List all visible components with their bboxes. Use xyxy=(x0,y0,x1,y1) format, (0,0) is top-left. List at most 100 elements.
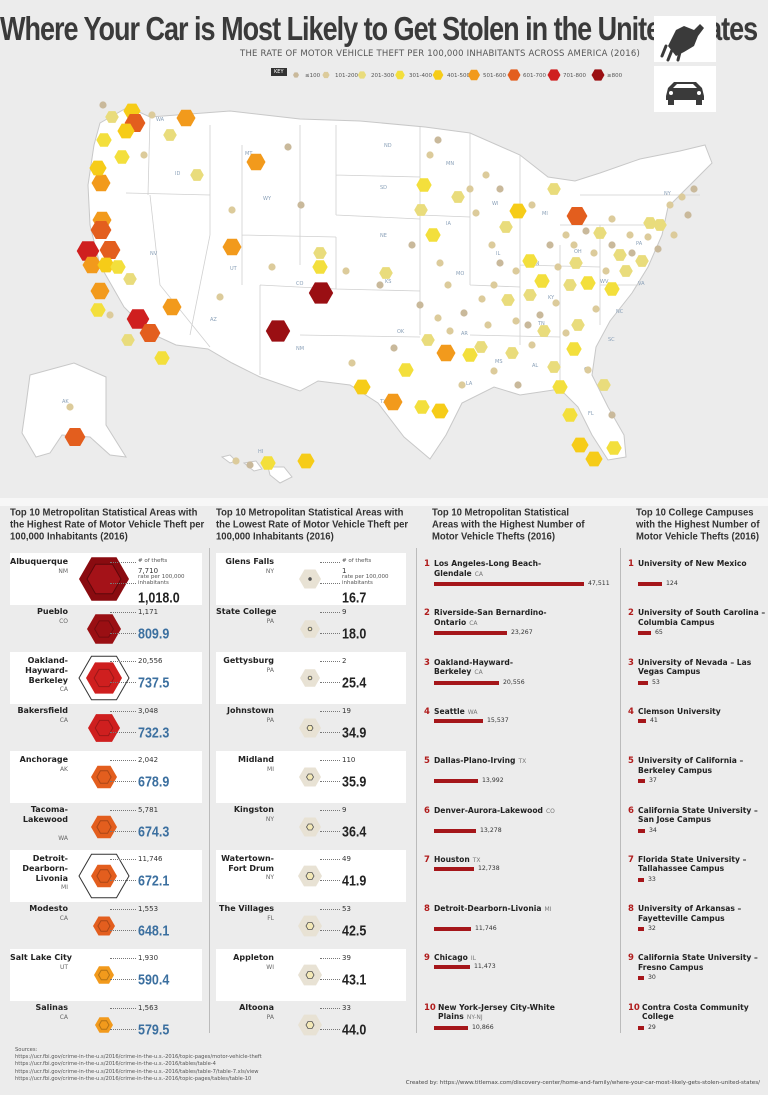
theft-count: 9 xyxy=(342,805,347,814)
rank-number: 1 xyxy=(628,559,634,569)
city-marker xyxy=(154,351,170,365)
leader-line xyxy=(320,611,340,613)
ranking-row: 4 Seattle WA 15,537 xyxy=(424,705,614,751)
car-icon xyxy=(654,66,716,112)
state-label: TN xyxy=(537,321,545,327)
theft-count: 20,556 xyxy=(138,657,163,665)
theft-rate: 809.9 xyxy=(138,625,170,642)
source-link[interactable]: https://ucr.fbi.gov/crime-in-the-u.s/201… xyxy=(15,1075,252,1082)
state-label: KS xyxy=(385,279,391,285)
city-marker xyxy=(490,367,498,375)
sources-list: Sources: https://ucr.fbi.gov/crime-in-th… xyxy=(15,1047,262,1083)
table-row: Pueblo CO 1,171 809.9 xyxy=(10,603,202,655)
city-marker xyxy=(148,111,156,119)
state-label: VA xyxy=(638,281,645,287)
theft-rate: 34.9 xyxy=(342,724,367,741)
source-link[interactable]: https://ucr.fbi.gov/crime-in-the-u.s/201… xyxy=(15,1054,262,1061)
metro-name: Midland xyxy=(238,755,274,764)
legend-swatch xyxy=(395,70,405,80)
theft-count: 39 xyxy=(342,954,351,962)
theft-bar xyxy=(638,927,644,932)
city-marker xyxy=(114,150,130,164)
city-marker xyxy=(82,256,102,274)
rate-hex-icon xyxy=(79,557,129,601)
state-label: ND xyxy=(384,143,392,149)
leader-line xyxy=(320,710,340,712)
source-link[interactable]: https://ucr.fbi.gov/crime-in-the-u.s/201… xyxy=(15,1061,216,1068)
metro-name: Modesto xyxy=(29,903,68,913)
alaska-shape xyxy=(21,362,127,458)
theft-rate: 36.4 xyxy=(342,823,367,840)
leader-line xyxy=(110,809,136,811)
city-marker xyxy=(690,185,698,193)
city-marker xyxy=(222,238,242,256)
theft-count: 9 xyxy=(342,607,347,616)
city-marker xyxy=(414,400,430,414)
city-marker xyxy=(434,136,442,144)
campus-name: University of New Mexico xyxy=(638,559,747,568)
city-marker xyxy=(140,151,148,159)
table-row: Midland MI 110 35.9 xyxy=(216,751,406,803)
legend-bin: 501-600 xyxy=(467,68,506,82)
rank-number: 3 xyxy=(424,657,430,668)
rank-number: 5 xyxy=(424,756,430,767)
ranking-row: 7 Houston TX 12,738 xyxy=(424,853,614,899)
theft-rate: 44.0 xyxy=(342,1021,367,1038)
rank-number: 1 xyxy=(424,559,430,569)
leader-line xyxy=(320,1028,340,1030)
ranking-row: 6 Denver-Aurora-Lakewood CO 13,278 xyxy=(424,804,614,850)
city-marker xyxy=(90,221,112,239)
state-label: WA xyxy=(156,117,165,123)
rate-hex-icon xyxy=(299,718,321,737)
theft-value: 15,537 xyxy=(487,716,509,724)
city-marker xyxy=(490,281,498,289)
metro-state: MI xyxy=(544,906,552,914)
theft-count: 11,746 xyxy=(138,855,163,863)
table-row: Altoona PA 33 44.0 xyxy=(216,999,406,1051)
leader-line xyxy=(110,958,136,959)
rank-number: 7 xyxy=(628,854,634,865)
source-link[interactable]: https://ucr.fbi.gov/crime-in-the-u.s/201… xyxy=(15,1068,259,1075)
table-row: Gettysburg PA 2 25.4 xyxy=(216,652,406,704)
theft-rate: 18.0 xyxy=(342,625,367,642)
city-marker xyxy=(436,259,444,267)
ranking-row: 3 Oakland-Hayward-Berkeley CA 20,556 xyxy=(424,656,614,702)
leader-line xyxy=(320,682,340,683)
metro-state: PA xyxy=(266,617,274,625)
metro-state: AK xyxy=(59,766,68,773)
state-label: NV xyxy=(150,251,158,257)
metro-state: PA xyxy=(266,716,274,724)
city-marker xyxy=(523,289,537,301)
city-marker xyxy=(458,381,466,389)
rate-hex-icon xyxy=(91,765,117,789)
metro-name: Albuquerque xyxy=(10,557,68,566)
metro-name: Salinas xyxy=(35,1002,69,1012)
leader-line xyxy=(320,880,340,881)
city-marker xyxy=(421,334,435,346)
city-marker xyxy=(522,254,538,268)
rank-number: 5 xyxy=(628,756,634,767)
campus-name: University of Arkansas – Fayetteville Ca… xyxy=(638,904,742,923)
leader-line xyxy=(110,632,136,634)
city-marker xyxy=(472,209,480,217)
city-marker xyxy=(608,411,616,419)
hex-inner xyxy=(97,969,111,981)
rank-number: 6 xyxy=(628,805,634,816)
metro-state: WA xyxy=(58,834,68,842)
metro-name: Houston TX xyxy=(434,855,559,866)
city-marker xyxy=(604,282,620,296)
most-thefts-title: Top 10 Metropolitan Statistical Areas wi… xyxy=(432,507,585,543)
theft-bar xyxy=(434,582,584,586)
campus-title: Top 10 College Campuses with the Highest… xyxy=(636,507,760,543)
theft-value: 29 xyxy=(648,1023,656,1031)
city-marker xyxy=(297,201,305,209)
leader-line xyxy=(110,583,136,584)
city-marker xyxy=(308,282,334,304)
campus-name: Clemson University xyxy=(638,706,721,716)
city-marker xyxy=(474,341,488,353)
rate-hex-icon xyxy=(300,669,320,687)
city-marker xyxy=(478,295,486,303)
ranking-row: 4 Clemson University 41 xyxy=(626,705,766,751)
credit-line[interactable]: Created by: https://www.titlemax.com/dis… xyxy=(405,1080,760,1086)
theft-bar xyxy=(434,866,474,871)
